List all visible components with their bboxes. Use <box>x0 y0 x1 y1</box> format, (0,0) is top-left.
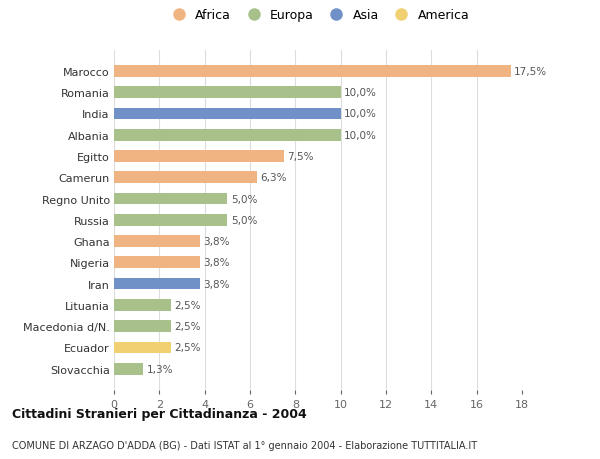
Bar <box>114 214 227 226</box>
Text: 2,5%: 2,5% <box>174 300 200 310</box>
Bar <box>114 320 170 332</box>
Text: 5,0%: 5,0% <box>231 215 257 225</box>
Text: 3,8%: 3,8% <box>203 279 230 289</box>
Text: COMUNE DI ARZAGO D'ADDA (BG) - Dati ISTAT al 1° gennaio 2004 - Elaborazione TUTT: COMUNE DI ARZAGO D'ADDA (BG) - Dati ISTA… <box>12 440 477 450</box>
Text: 7,5%: 7,5% <box>287 151 314 162</box>
Bar <box>114 151 284 162</box>
Text: 3,8%: 3,8% <box>203 236 230 246</box>
Text: 1,3%: 1,3% <box>147 364 173 374</box>
Bar <box>114 172 257 184</box>
Text: 3,8%: 3,8% <box>203 258 230 268</box>
Bar <box>114 193 227 205</box>
Bar <box>114 363 143 375</box>
Bar <box>114 236 200 247</box>
Bar <box>114 129 341 141</box>
Bar <box>114 66 511 78</box>
Bar <box>114 278 200 290</box>
Text: 6,3%: 6,3% <box>260 173 287 183</box>
Text: 10,0%: 10,0% <box>344 88 377 98</box>
Text: 10,0%: 10,0% <box>344 130 377 140</box>
Text: 2,5%: 2,5% <box>174 321 200 331</box>
Bar <box>114 87 341 99</box>
Text: 5,0%: 5,0% <box>231 194 257 204</box>
Text: 2,5%: 2,5% <box>174 343 200 353</box>
Bar <box>114 108 341 120</box>
Text: 17,5%: 17,5% <box>514 67 547 77</box>
Text: Cittadini Stranieri per Cittadinanza - 2004: Cittadini Stranieri per Cittadinanza - 2… <box>12 407 307 420</box>
Bar <box>114 299 170 311</box>
Text: 10,0%: 10,0% <box>344 109 377 119</box>
Legend: Africa, Europa, Asia, America: Africa, Europa, Asia, America <box>167 9 469 22</box>
Bar <box>114 342 170 353</box>
Bar <box>114 257 200 269</box>
